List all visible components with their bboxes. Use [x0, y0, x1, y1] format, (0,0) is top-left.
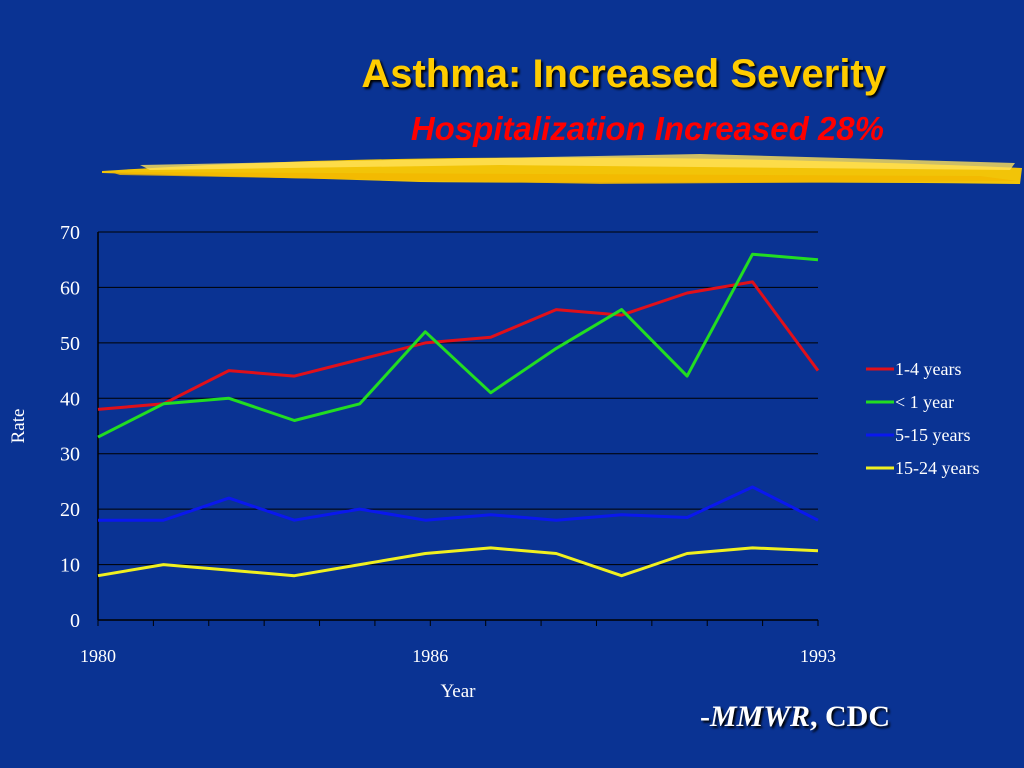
legend-label: < 1 year: [895, 392, 954, 412]
x-axis-label: Year: [440, 681, 476, 700]
x-tick-label: 1986: [412, 646, 448, 666]
line-chart: 0 10 20 30 40 50 60 70 1980 1986 1993 Year Rate 1-4 y…: [8, 222, 979, 700]
y-tick-label: 60: [60, 277, 80, 299]
source-journal: MMWR: [709, 700, 810, 733]
y-tick-label: 30: [60, 444, 80, 466]
y-tick-label: 50: [60, 333, 80, 355]
x-tick-label: 1993: [800, 646, 836, 666]
y-tick-label: 70: [60, 222, 80, 244]
slide-subtitle: Hospitalization Increased 28%: [410, 110, 884, 147]
legend-label: 1-4 years: [895, 359, 961, 379]
x-tick-label: 1980: [80, 646, 116, 666]
series-line: [98, 485, 819, 522]
series-line: [97, 252, 819, 439]
source-org: , CDC: [810, 700, 890, 733]
legend-label: 5-15 years: [895, 425, 970, 445]
brush-stroke-divider: [102, 154, 1022, 184]
y-axis-label: Rate: [8, 409, 29, 444]
source-citation: -MMWR, CDC: [700, 700, 890, 734]
slide-title: Asthma: Increased Severity: [361, 52, 886, 96]
source-prefix: -: [699, 700, 710, 733]
series-line: [97, 280, 820, 411]
y-tick-label: 20: [60, 499, 80, 521]
series-line: [97, 546, 819, 578]
y-tick-label: 40: [60, 388, 80, 410]
y-tick-label: 10: [60, 555, 80, 577]
y-tick-label: 0: [70, 610, 80, 632]
legend-label: 15-24 years: [895, 458, 979, 478]
